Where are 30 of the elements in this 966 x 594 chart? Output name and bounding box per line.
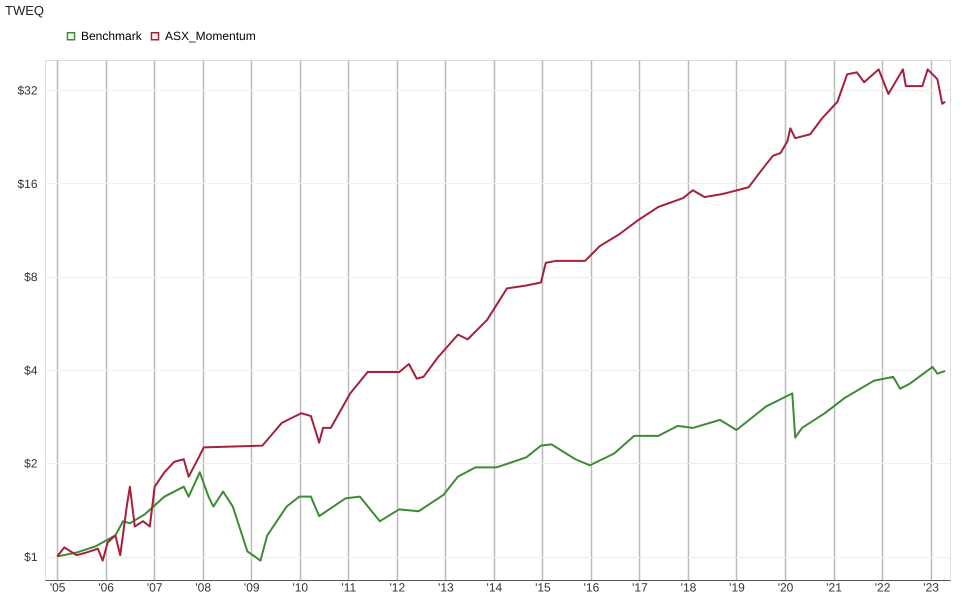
y-tick-label: $1 (24, 550, 38, 564)
x-tick-label: '15 (535, 580, 552, 594)
x-tick-label: '18 (680, 580, 697, 594)
x-tick-label: '11 (341, 580, 356, 594)
legend-label: Benchmark (81, 29, 143, 44)
x-tick-label: '06 (98, 580, 114, 594)
y-tick-label: $2 (24, 456, 38, 471)
x-tick-label: '19 (729, 580, 746, 594)
x-tick-label: '07 (146, 580, 163, 594)
x-tick-label: '10 (292, 580, 308, 594)
x-tick-label: '21 (826, 580, 842, 594)
y-tick-label: $4 (24, 363, 38, 378)
x-tick-label: '08 (195, 580, 212, 594)
x-tick-label: '20 (778, 580, 794, 594)
chart-title: TWEQ (5, 3, 44, 18)
x-tick-label: '17 (632, 580, 648, 594)
line-series (56, 366, 946, 562)
line-series (56, 68, 946, 562)
y-tick-label: $32 (17, 84, 38, 98)
x-tick-label: '16 (584, 580, 600, 594)
y-tick-label: $16 (17, 176, 38, 191)
x-tick-label: '09 (244, 580, 260, 594)
x-tick-label: '05 (50, 580, 66, 594)
legend-label: ASX_Momentum (165, 29, 256, 44)
x-tick-label: '22 (874, 580, 891, 594)
x-tick-label: '23 (923, 580, 940, 594)
x-tick-label: '12 (389, 580, 406, 594)
x-tick-label: '14 (486, 580, 503, 594)
x-tick-label: '13 (438, 580, 454, 594)
y-tick-label: $8 (24, 270, 38, 284)
